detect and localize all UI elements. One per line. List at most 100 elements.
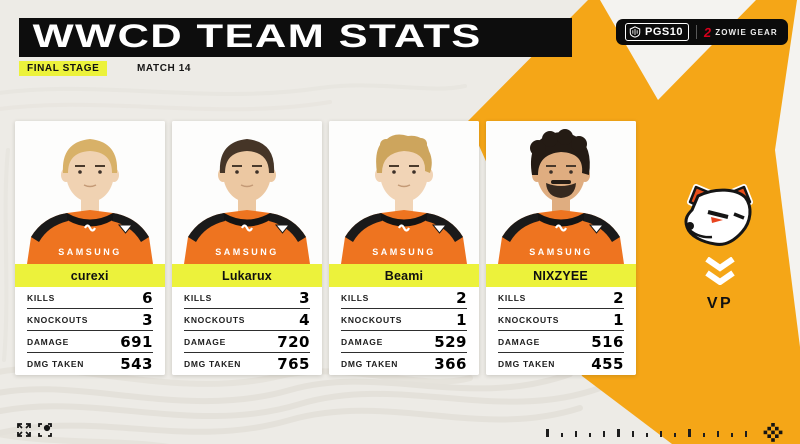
jersey-collar: [224, 213, 270, 227]
player-avatar: SAMSUNG: [329, 121, 479, 264]
vp-chest-patch-icon: [117, 224, 134, 234]
stat-row: DMG TAKEN 765: [184, 353, 310, 375]
kappa-logo-icon: [398, 224, 410, 232]
player-photo: SAMSUNG: [15, 121, 165, 264]
player-name: curexi: [71, 268, 109, 283]
tick-mark: [745, 431, 747, 437]
stat-value: 455: [591, 355, 624, 373]
player-avatar: SAMSUNG: [15, 121, 165, 264]
stat-value: 691: [120, 332, 153, 351]
tick-mark: [575, 431, 577, 437]
jersey-brand: SAMSUNG: [215, 247, 279, 257]
player-card: SAMSUNG Beami KILLS 2 KNOCKOUTS 1 DAMAGE 529 D…: [329, 121, 479, 375]
pgs-crest-icon: [629, 26, 641, 38]
player-photo: SAMSUNG: [486, 121, 636, 264]
title-bar: WWCD TEAM STATS: [19, 18, 572, 57]
stat-row: DAMAGE 529: [341, 331, 467, 353]
zowie-2-icon: 2: [702, 24, 713, 40]
player-stats: KILLS 3 KNOCKOUTS 4 DAMAGE 720 DMG TAKEN 765: [172, 287, 322, 375]
stat-row: KNOCKOUTS 3: [27, 309, 153, 331]
footer-left-icons: [17, 423, 52, 437]
tick-mark: [660, 431, 662, 437]
stat-label: KILLS: [341, 292, 370, 303]
tick-mark: [688, 429, 691, 437]
stat-value: 1: [456, 310, 467, 329]
jersey-brand: SAMSUNG: [529, 247, 593, 257]
stat-label: DAMAGE: [498, 336, 540, 347]
jersey-collar: [67, 213, 113, 227]
stat-value: 720: [277, 332, 310, 351]
tick-mark: [674, 433, 676, 437]
tick-mark: [646, 433, 648, 437]
stat-value: 2: [613, 288, 624, 307]
pgs10-logo-text: PGS10: [645, 26, 683, 38]
stat-value: 4: [299, 310, 310, 329]
stat-label: DAMAGE: [27, 336, 69, 347]
tick-mark: [561, 433, 563, 437]
tick-mark: [717, 431, 719, 437]
stat-value: 765: [277, 355, 310, 373]
stat-row: DMG TAKEN 366: [341, 353, 467, 375]
stat-label: KNOCKOUTS: [341, 314, 403, 325]
player-stats: KILLS 2 KNOCKOUTS 1 DAMAGE 529 DMG TAKEN 366: [329, 287, 479, 375]
tick-mark: [632, 431, 634, 437]
zowie-gear-logo: 2 ZOWIE GEAR: [702, 24, 778, 40]
white-sliver-right: [775, 0, 800, 347]
stat-row: DMG TAKEN 543: [27, 353, 153, 375]
expand-arrows-icon: [17, 423, 31, 437]
stat-value: 1: [613, 310, 624, 329]
sponsor-pill: PGS10 2 ZOWIE GEAR: [616, 19, 788, 45]
stat-row: KNOCKOUTS 1: [498, 309, 624, 331]
stat-row: DAMAGE 720: [184, 331, 310, 353]
vp-chest-patch-icon: [274, 224, 291, 234]
player-name-bar: Beami: [329, 264, 479, 287]
checkered-flower-icon: [763, 423, 783, 442]
stat-row: KNOCKOUTS 4: [184, 309, 310, 331]
kappa-logo-icon: [84, 224, 96, 232]
stat-label: KILLS: [498, 292, 527, 303]
player-photo: SAMSUNG: [329, 121, 479, 264]
stat-row: KILLS 6: [27, 287, 153, 309]
kappa-logo-icon: [241, 224, 253, 232]
stat-value: 366: [434, 355, 467, 373]
stat-value: 543: [120, 355, 153, 373]
stat-label: DAMAGE: [184, 336, 226, 347]
vp-chest-patch-icon: [588, 224, 605, 234]
tick-mark: [589, 433, 591, 437]
jersey-collar: [538, 213, 584, 227]
player-stats: KILLS 6 KNOCKOUTS 3 DAMAGE 691 DMG TAKEN 543: [15, 287, 165, 375]
double-chevron-down-icon: [705, 257, 735, 285]
zowie-logo-text: ZOWIE GEAR: [715, 27, 778, 37]
stat-row: DAMAGE 691: [27, 331, 153, 353]
stat-label: DAMAGE: [341, 336, 383, 347]
team-tag: VP: [706, 295, 734, 312]
player-photo: SAMSUNG: [172, 121, 322, 264]
stat-label: DMG TAKEN: [184, 359, 242, 369]
stat-value: 529: [434, 332, 467, 351]
stat-label: KILLS: [27, 292, 56, 303]
player-stats: KILLS 2 KNOCKOUTS 1 DAMAGE 516 DMG TAKEN 455: [486, 287, 636, 375]
tick-mark: [703, 433, 705, 437]
stat-label: KNOCKOUTS: [498, 314, 560, 325]
pill-separator: [695, 25, 697, 39]
stat-label: DMG TAKEN: [498, 359, 556, 369]
player-name: NIXZYEE: [533, 268, 589, 283]
stage-badge: FINAL STAGE: [19, 61, 108, 76]
tick-mark: [603, 431, 605, 437]
player-name-bar: curexi: [15, 264, 165, 287]
stat-value: 2: [456, 288, 467, 307]
record-frame-icon: [38, 423, 52, 437]
player-avatar: SAMSUNG: [486, 121, 636, 264]
page-title: WWCD TEAM STATS: [32, 18, 482, 54]
player-card: SAMSUNG Lukarux KILLS 3 KNOCKOUTS 4 DAMAGE 72…: [172, 121, 322, 375]
virtus-pro-bear-logo: [684, 184, 753, 246]
stat-label: KNOCKOUTS: [184, 314, 246, 325]
player-name-bar: Lukarux: [172, 264, 322, 287]
tick-mark: [731, 433, 733, 437]
player-name: Lukarux: [222, 268, 272, 283]
stat-row: DMG TAKEN 455: [498, 353, 624, 375]
jersey-brand: SAMSUNG: [372, 247, 436, 257]
stat-row: KILLS 3: [184, 287, 310, 309]
kappa-logo-icon: [555, 224, 567, 232]
